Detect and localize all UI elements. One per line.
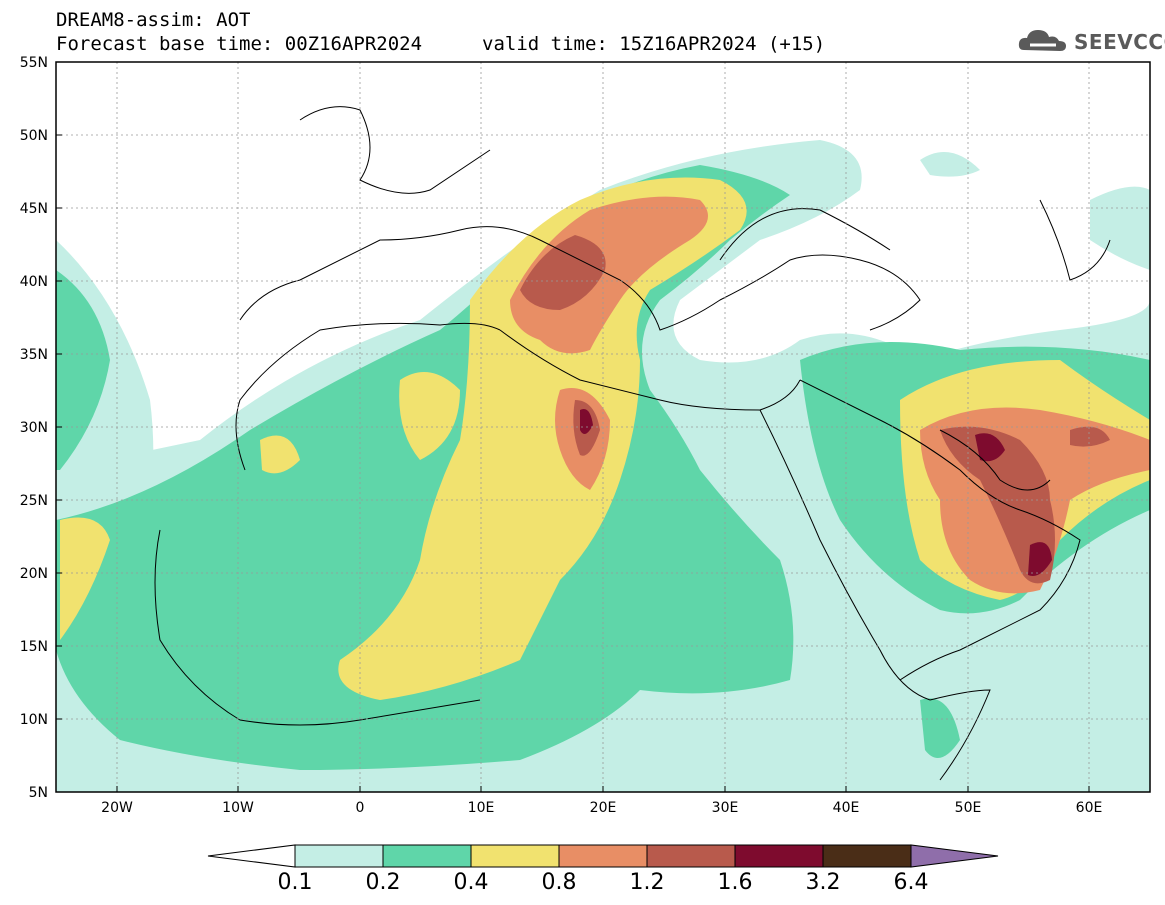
logo-text: SEEVCCC [1074,30,1165,54]
forecast-base-time: Forecast base time: 00Z16APR2024 [56,33,423,55]
cloud-icon [1018,30,1066,51]
aot-contour-1.2 [940,426,1055,584]
aot-contour-0.2 [920,698,960,758]
colorbar-label: 0.1 [277,870,313,895]
aot-contour-0.4 [260,435,300,474]
lat-label: 30N [19,420,48,436]
colorbar-swatch [558,844,648,868]
colorbar-swatch [294,844,384,868]
lon-label: 60E [1075,800,1103,816]
aot-contour-0.1 [1090,186,1150,270]
aot-contour-1.2 [1070,426,1110,447]
colorbar-label: 0.4 [453,870,489,895]
coastline-africa-west [235,322,501,471]
colorbar-label: 0.8 [541,870,577,895]
lat-label: 50N [19,128,48,144]
lat-label: 10N [19,712,48,728]
aot-contour-0.4 [60,517,110,640]
lat-label: 20N [19,566,48,582]
lat-label: 45N [19,201,48,217]
lat-label: 15N [19,639,48,655]
aot-contour-1.2 [520,235,606,310]
aot-contour-1.6 [975,433,1005,462]
coastline-arabia [799,379,1081,681]
colorbar-label: 6.4 [893,870,929,895]
coastlines [154,106,1111,781]
seevccc-logo: SEEVCCC [1016,24,1165,58]
lat-label: 55N [19,55,48,71]
coastline-africa-west-south [154,529,481,726]
aot-field [56,140,1150,792]
coastline-caspian [1039,199,1111,281]
lon-label: 40E [832,800,860,816]
lon-label: 50E [954,800,982,816]
aot-contour-0.2 [56,270,110,470]
lon-label: 20E [589,800,617,816]
aot-contour-1.6 [1028,542,1052,576]
coastline-gulf [939,429,1051,491]
aot-contour-0.4 [399,372,460,460]
coastline-europe [239,226,921,331]
coastline-black-sea [719,208,891,261]
colorbar-label: 3.2 [805,870,841,895]
valid-time: valid time: 15Z16APR2024 (+15) [482,33,826,55]
aot-contour-0.1 [920,152,980,177]
colorbar-swatch [470,844,560,868]
lon-label: 20W [101,800,133,816]
aot-contour-0.4 [338,177,747,700]
aot-contour-1.6 [580,409,593,434]
gridlines [56,62,1150,792]
colorbar-swatch [822,844,912,868]
lat-label: 5N [28,785,48,801]
lon-label: 10W [222,800,254,816]
lon-label: 10E [467,800,495,816]
colorbar-swatch [734,844,824,868]
lat-label: 40N [19,274,48,290]
lat-label: 35N [19,347,48,363]
coastline-uk-france [299,106,491,194]
lat-label: 25N [19,493,48,509]
lon-label: 0 [355,800,365,816]
coastline-horn [929,689,991,781]
colorbar-max-arrow [910,844,999,868]
colorbar-label: 1.6 [717,870,753,895]
colorbar-min-arrow [207,844,296,868]
colorbar-swatch [646,844,736,868]
colorbar-label: 1.2 [629,870,665,895]
colorbar-swatch [382,844,472,868]
colorbar-label: 0.2 [365,870,401,895]
coastline-libya-egypt [499,329,801,411]
coastline-red-sea [759,409,931,701]
colorbar [207,844,999,868]
axis-ticks [56,134,1090,792]
lon-label: 30E [711,800,739,816]
map-title: DREAM8-assim: AOT [56,9,251,31]
